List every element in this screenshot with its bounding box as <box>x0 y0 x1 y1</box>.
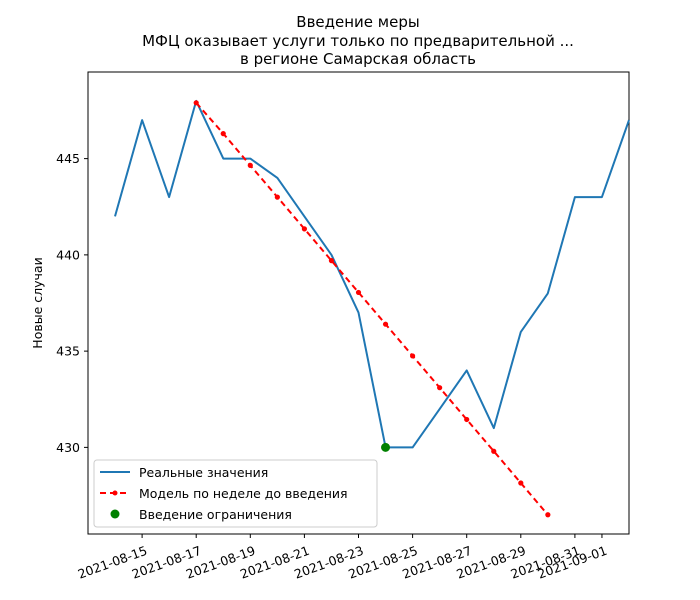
y-tick-label: 435 <box>56 344 80 359</box>
model-point <box>437 385 443 391</box>
model-point <box>545 512 551 518</box>
model-point <box>274 194 280 200</box>
y-axis-label: Новые случаи <box>30 257 45 348</box>
legend-swatch-intro <box>110 509 120 519</box>
model-point <box>464 416 470 423</box>
chart-title: Введение меры МФЦ оказывает услуги тольк… <box>142 13 574 68</box>
y-tick-label: 430 <box>56 440 80 455</box>
model-point <box>355 289 362 296</box>
legend-label-real: Реальные значения <box>139 465 268 480</box>
x-axis: 2021-08-152021-08-172021-08-192021-08-21… <box>76 534 609 582</box>
series-line-real-values <box>114 99 630 449</box>
y-axis: 430 435 440 445 <box>56 151 88 455</box>
model-point <box>193 100 199 106</box>
legend-swatch-model-marker <box>112 490 118 496</box>
model-point <box>220 131 226 137</box>
model-point <box>410 353 416 359</box>
y-tick-label: 440 <box>56 247 80 262</box>
model-point <box>247 162 253 168</box>
restriction-intro-point <box>381 442 391 452</box>
legend-label-intro: Введение ограничения <box>139 507 292 522</box>
legend-box <box>93 459 378 528</box>
series-line-model <box>195 102 549 516</box>
model-point <box>491 448 497 454</box>
series-layer <box>114 99 630 518</box>
model-point <box>382 321 389 327</box>
chart-title-line-3: в регионе Самарская область <box>240 50 476 68</box>
model-point <box>328 258 335 264</box>
legend: Реальные значения Модель по неделе до вв… <box>93 459 378 528</box>
y-tick-label: 445 <box>56 151 80 166</box>
chart-title-line-2: МФЦ оказывает услуги только по предварит… <box>142 32 574 50</box>
legend-label-model: Модель по неделе до введения <box>139 486 348 501</box>
chart-title-line-1: Введение меры <box>296 13 419 31</box>
model-point <box>301 226 307 232</box>
model-point <box>518 480 524 486</box>
